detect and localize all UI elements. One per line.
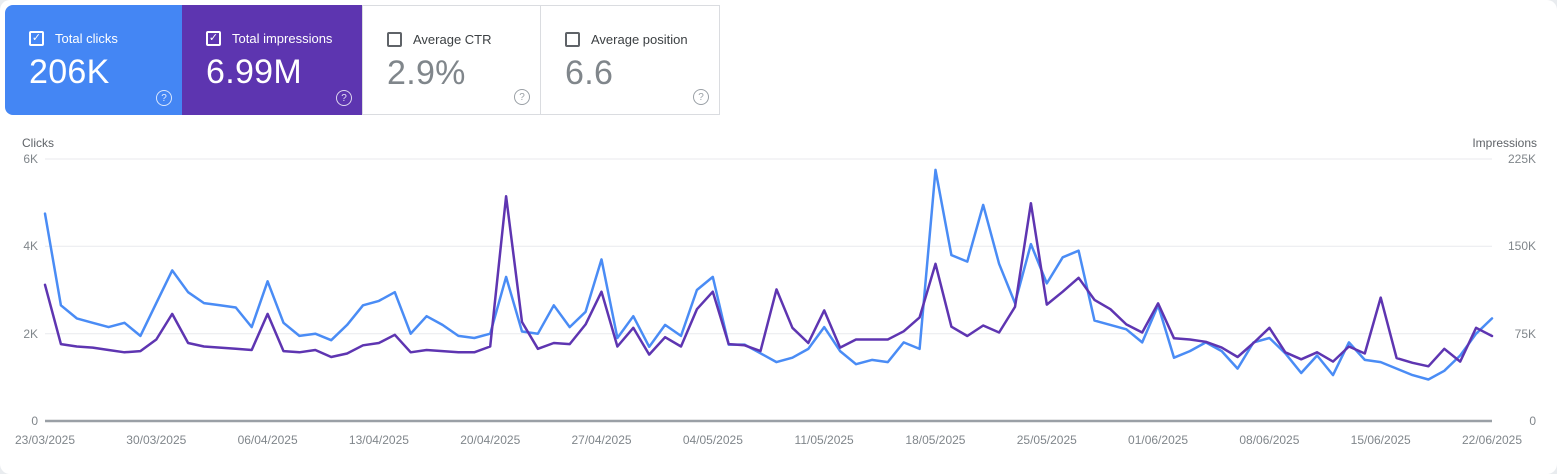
x-axis-label: 15/06/2025 xyxy=(1350,433,1411,447)
metric-card-total-clicks[interactable]: ✓ Total clicks 206K ? xyxy=(5,5,182,115)
checkbox-average-ctr[interactable] xyxy=(387,32,402,47)
metric-card-average-ctr[interactable]: Average CTR 2.9% ? xyxy=(362,5,541,115)
x-axis-label: 30/03/2025 xyxy=(126,433,187,447)
right-axis-tick-75k: 75K xyxy=(1514,327,1536,341)
help-icon[interactable]: ? xyxy=(693,89,709,105)
help-icon[interactable]: ? xyxy=(156,90,172,106)
series-line-clicks xyxy=(43,168,1494,381)
x-axis-label: 25/05/2025 xyxy=(1016,433,1077,447)
x-axis-label: 23/03/2025 xyxy=(14,433,76,447)
checkbox-total-impressions[interactable]: ✓ xyxy=(206,31,221,46)
x-axis-label: 01/06/2025 xyxy=(1128,433,1189,447)
metric-label: Total impressions xyxy=(232,31,333,46)
left-axis-title: Clicks xyxy=(22,136,54,150)
left-axis-tick-4k: 4K xyxy=(23,239,38,253)
metric-label: Average CTR xyxy=(413,32,492,47)
metric-value: 6.99M xyxy=(206,53,302,91)
check-icon: ✓ xyxy=(31,32,42,44)
metric-value: 2.9% xyxy=(387,54,466,92)
metric-value: 206K xyxy=(29,53,110,91)
left-axis-tick-0: 0 xyxy=(31,414,38,428)
right-axis-title: Impressions xyxy=(1472,136,1537,150)
left-axis-tick-2k: 2K xyxy=(23,327,38,341)
x-axis-label: 27/04/2025 xyxy=(571,433,632,447)
x-axis-label: 08/06/2025 xyxy=(1239,433,1300,447)
metric-card-average-position[interactable]: Average position 6.6 ? xyxy=(540,5,720,115)
metric-label: Average position xyxy=(591,32,688,47)
right-axis-tick-0: 0 xyxy=(1529,414,1536,428)
check-icon: ✓ xyxy=(208,32,219,44)
x-axis-label: 04/05/2025 xyxy=(682,433,743,447)
right-axis-tick-150k: 150K xyxy=(1507,239,1536,253)
x-axis-label: 18/05/2025 xyxy=(905,433,966,447)
checkbox-total-clicks[interactable]: ✓ xyxy=(29,31,44,46)
metric-value: 6.6 xyxy=(565,54,614,92)
series-line-impressions xyxy=(43,195,1494,368)
metric-card-total-impressions[interactable]: ✓ Total impressions 6.99M ? xyxy=(182,5,362,115)
help-icon[interactable]: ? xyxy=(336,90,352,106)
metric-label: Total clicks xyxy=(55,31,118,46)
checkbox-average-position[interactable] xyxy=(565,32,580,47)
x-axis-label: 22/06/2025 xyxy=(1461,433,1523,447)
left-axis-tick-6k: 6K xyxy=(23,152,38,166)
x-axis-label: 06/04/2025 xyxy=(237,433,298,447)
help-icon[interactable]: ? xyxy=(514,89,530,105)
x-axis-label: 13/04/2025 xyxy=(348,433,409,447)
x-axis-label: 20/04/2025 xyxy=(460,433,521,447)
x-axis-label: 11/05/2025 xyxy=(794,433,854,447)
right-axis-tick-225k: 225K xyxy=(1507,152,1536,166)
